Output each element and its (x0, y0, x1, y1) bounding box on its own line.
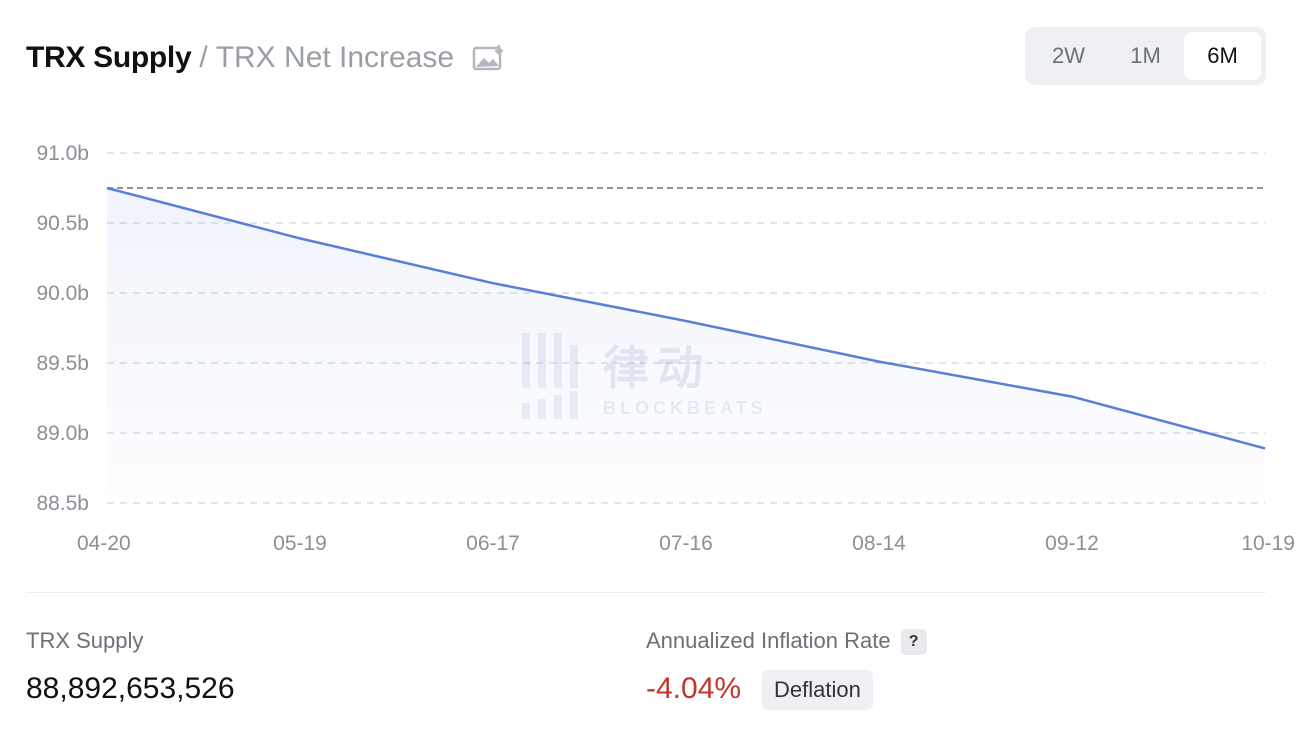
alt-title-tab[interactable]: TRX Net Increase (215, 41, 455, 74)
y-tick-label: 88.5b (36, 492, 89, 515)
supply-label: TRX Supply (26, 628, 144, 653)
series-area (107, 188, 1265, 503)
x-tick-label: 06-17 (466, 532, 520, 555)
y-tick-label: 90.5b (36, 212, 89, 235)
range-6m-button[interactable]: 6M (1184, 32, 1261, 80)
range-selector: 2W 1M 6M (1025, 27, 1266, 85)
inflation-rate-label-row: Annualized Inflation Rate? (646, 628, 927, 655)
x-tick-label: 07-16 (659, 532, 713, 555)
watermark-logo (522, 333, 578, 419)
y-tick-label: 89.0b (36, 422, 89, 445)
divider (26, 592, 1266, 593)
y-tick-label: 91.0b (36, 142, 89, 165)
supply-chart: 91.0b 90.5b 90.0b 89.5b 89.0b 88.5b 04-20 05-19… (0, 100, 1306, 580)
x-tick-label: 09-12 (1045, 532, 1099, 555)
x-tick-label: 10-19 (1241, 532, 1295, 555)
inflation-rate-value: -4.04% (646, 672, 742, 705)
chart-header: TRX Supply / TRX Net Increase (26, 36, 506, 80)
deflation-badge: Deflation (762, 670, 873, 710)
inflation-rate-label: Annualized Inflation Rate (646, 628, 891, 653)
title-separator: / (199, 41, 208, 74)
x-tick-label: 08-14 (852, 532, 906, 555)
y-tick-label: 89.5b (36, 352, 89, 375)
x-tick-label: 05-19 (273, 532, 327, 555)
y-tick-label: 90.0b (36, 282, 89, 305)
image-download-icon[interactable] (472, 43, 506, 73)
range-2w-button[interactable]: 2W (1052, 43, 1085, 68)
supply-value: 88,892,653,526 (26, 672, 235, 705)
x-tick-label: 04-20 (77, 532, 131, 555)
supply-chart-svg: 91.0b 90.5b 90.0b 89.5b 89.0b 88.5b 04-20 05-19… (36, 142, 1295, 555)
watermark-subtext: BLOCKBEATS (603, 398, 767, 418)
range-1m-button[interactable]: 1M (1130, 43, 1161, 68)
help-icon[interactable]: ? (900, 629, 927, 655)
watermark-text: 律动 (603, 342, 711, 394)
chart-title[interactable]: TRX Supply (26, 41, 192, 74)
